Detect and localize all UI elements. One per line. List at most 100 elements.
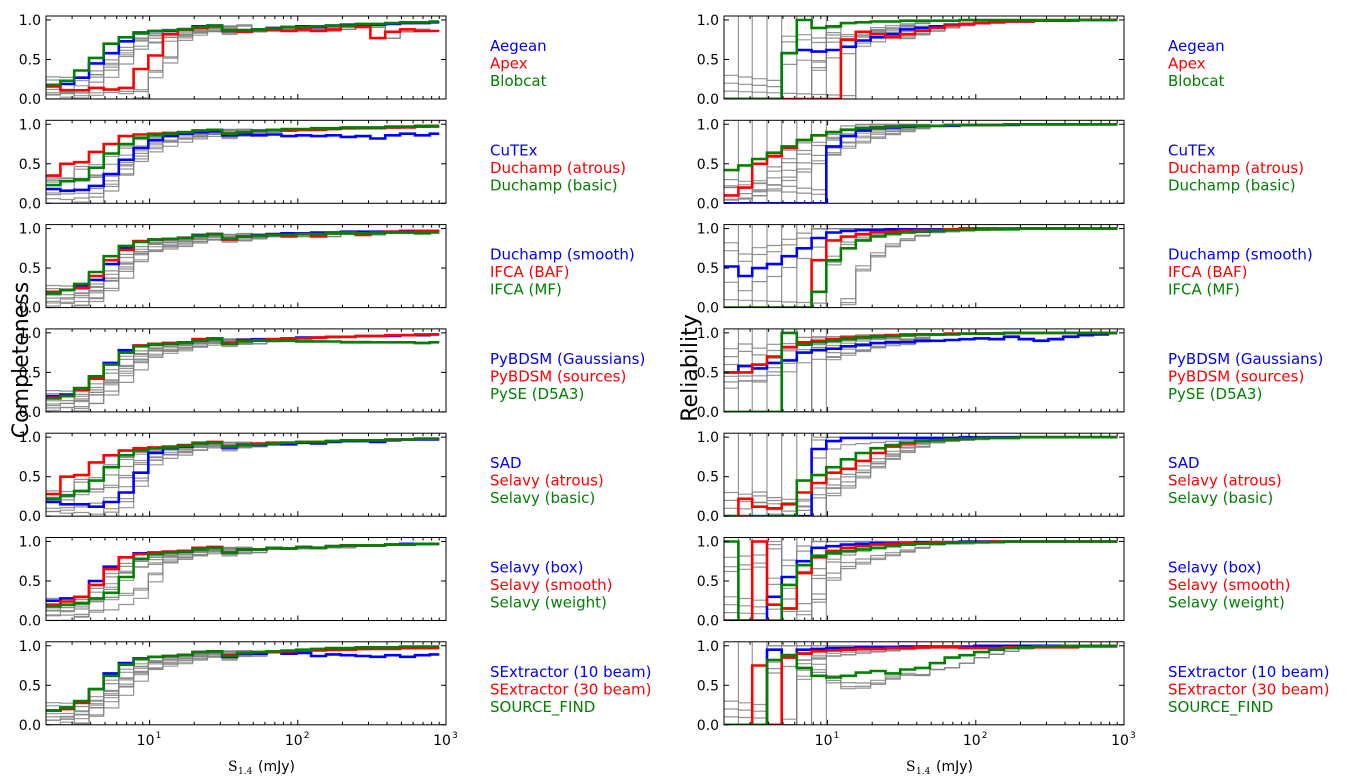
panel-frame (723, 641, 1125, 726)
y-tick-label: 1.0 (19, 639, 41, 655)
y-tick-label: 0.5 (19, 52, 41, 68)
panel-frame (723, 119, 1125, 204)
legend-label-1: SExtractor (10 beam) (1168, 663, 1329, 681)
series-line-1 (46, 130, 440, 192)
legend-label-2: Apex (1168, 55, 1206, 73)
legend-label-3: PySE (D5A3) (490, 385, 584, 403)
legend-label-2: Duchamp (atrous) (490, 159, 626, 177)
y-tick-label: 1.0 (697, 639, 719, 655)
y-tick-label: 0.5 (697, 678, 719, 694)
gray-series-line (724, 123, 1118, 196)
legend-label-1: Duchamp (smooth) (490, 246, 635, 264)
y-tick-label: 0.5 (19, 261, 41, 277)
legend-label-3: SOURCE_FIND (490, 698, 595, 717)
legend-label-2: Selavy (smooth) (1168, 576, 1291, 594)
x-axis-label-symbol: S (906, 759, 916, 775)
y-tick-label: 0.5 (697, 470, 719, 486)
legend-label-1: Selavy (box) (1168, 559, 1261, 577)
plot-area (46, 542, 440, 621)
x-axis-label-right: S 1.4 (mJy) (906, 759, 973, 777)
series-line-2 (724, 435, 1118, 517)
series-line-3 (46, 231, 440, 295)
panel-frame (45, 641, 447, 726)
plot-area (46, 124, 440, 204)
legend-label-2: PyBDSM (sources) (1168, 367, 1304, 385)
x-tick-label-exponent: 1 (156, 731, 162, 741)
y-tick-label: 0.0 (697, 92, 719, 108)
legend-label-1: CuTEx (1168, 141, 1216, 159)
legend-label-2: SExtractor (30 beam) (1168, 680, 1329, 698)
plot-area (724, 641, 1118, 725)
y-tick-label: 0.0 (19, 614, 41, 630)
panel-frame (45, 224, 447, 309)
series-line-1 (724, 331, 1118, 374)
series-line-3 (46, 437, 440, 501)
y-tick-label: 0.0 (19, 509, 41, 525)
legend-label-1: CuTEx (490, 141, 538, 159)
legend-label-2: IFCA (BAF) (490, 263, 569, 281)
series-line-2 (724, 123, 1118, 197)
panel-reliability-row-4: 0.0 0.5 1.0 PyBDSM (Gaussians)PyBDSM (sourc… (697, 326, 1324, 421)
y-tick-label: 0.5 (697, 261, 719, 277)
series-line-3 (724, 18, 1118, 99)
plot-area (724, 433, 1118, 517)
gray-series-line (724, 436, 1118, 510)
plot-area (724, 16, 1118, 99)
y-tick-label: 0.5 (697, 365, 719, 381)
y-tick-label: 0.0 (19, 405, 41, 421)
panel-reliability-row-6: 0.0 0.5 1.0 Selavy (box)Selavy (smooth)Sela… (697, 534, 1291, 629)
y-tick-label: 1.0 (697, 222, 719, 238)
series-line-3 (724, 540, 1118, 621)
x-axis-label-subscript: 1.4 (238, 767, 253, 777)
legend-label-3: IFCA (MF) (490, 281, 562, 299)
y-tick-label: 1.0 (19, 13, 41, 29)
legend-label-2: Selavy (smooth) (490, 576, 613, 594)
legend-label-3: Duchamp (basic) (490, 176, 618, 194)
y-tick-label: 0.5 (19, 470, 41, 486)
series-line-3 (724, 644, 1118, 725)
plot-area (724, 120, 1118, 204)
x-tick-label-exponent: 2 (982, 731, 988, 741)
y-tick-label: 1.0 (19, 430, 41, 446)
y-tick-label: 0.0 (697, 718, 719, 734)
y-tick-label: 0.5 (19, 678, 41, 694)
gray-series-line (724, 123, 1118, 200)
x-tick-label: 10 (963, 733, 981, 749)
legend-label-3: Duchamp (basic) (1168, 176, 1296, 194)
y-tick-label: 0.0 (697, 301, 719, 317)
x-axis-label-symbol: S (228, 759, 238, 775)
plot-area (724, 328, 1118, 412)
x-tick-label: 10 (285, 733, 303, 749)
series-line-3 (46, 542, 440, 608)
x-tick-label: 10 (1111, 733, 1129, 749)
series-line-3 (46, 645, 440, 712)
panel-frame (45, 119, 447, 204)
series-line-3 (46, 337, 440, 400)
panel-frame (45, 15, 447, 100)
plot-area (46, 437, 440, 517)
legend-label-3: Selavy (weight) (1168, 594, 1285, 612)
panel-frame (723, 432, 1125, 517)
y-tick-label: 0.5 (19, 157, 41, 173)
panel-completeness-row-6: 0.0 0.5 1.0 Selavy (box)Selavy (smooth)Sela… (19, 534, 613, 629)
x-axis-label-unit: (mJy) (258, 759, 295, 775)
legend-label-2: Selavy (atrous) (490, 472, 604, 490)
legend-label-2: Duchamp (atrous) (1168, 159, 1304, 177)
panel-frame (45, 537, 447, 621)
panel-reliability-row-3: 0.0 0.5 1.0 Duchamp (smooth)IFCA (BAF)IFCA … (697, 222, 1313, 317)
y-tick-label: 1.0 (19, 117, 41, 133)
legend-label-1: PyBDSM (Gaussians) (490, 350, 645, 368)
legend-label-3: IFCA (MF) (1168, 281, 1240, 299)
series-line-3 (724, 435, 1118, 517)
y-tick-label: 1.0 (697, 430, 719, 446)
legend-label-3: Blobcat (490, 72, 547, 90)
series-line-3 (724, 123, 1118, 172)
x-axis-label-left: S 1.4 (mJy) (228, 759, 295, 777)
y-tick-label: 1.0 (697, 534, 719, 550)
panel-frame (723, 15, 1125, 100)
